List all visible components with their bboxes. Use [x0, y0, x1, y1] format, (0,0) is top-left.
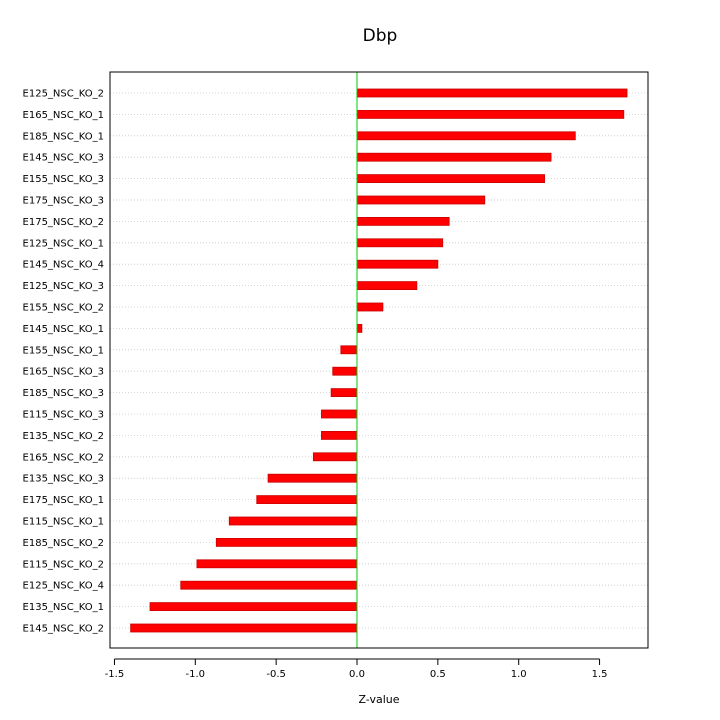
bar	[215, 538, 358, 547]
x-tick-label: -1.5	[105, 669, 125, 680]
category-label: E115_NSC_KO_3	[23, 410, 104, 421]
bar	[196, 559, 358, 569]
category-label: E175_NSC_KO_3	[23, 196, 104, 207]
category-label: E155_NSC_KO_1	[23, 345, 104, 356]
bar	[356, 259, 439, 269]
grid-lines	[110, 92, 648, 629]
category-label: E165_NSC_KO_2	[23, 452, 104, 463]
category-label: E185_NSC_KO_3	[23, 388, 104, 399]
bar	[356, 281, 418, 291]
x-tick-label: 1.0	[511, 669, 527, 680]
bar	[356, 152, 552, 162]
category-label: E175_NSC_KO_2	[23, 217, 104, 228]
x-tick-label: 0.5	[430, 669, 446, 680]
bar	[332, 366, 358, 376]
x-tick-label: 1.5	[592, 669, 608, 680]
category-label: E115_NSC_KO_2	[23, 559, 104, 570]
x-axis-title: Z-value	[358, 693, 399, 706]
bar	[356, 131, 576, 141]
category-label: E125_NSC_KO_2	[23, 89, 104, 100]
category-label: E125_NSC_KO_3	[23, 281, 104, 292]
bar	[312, 452, 358, 462]
bars	[130, 88, 628, 633]
bar	[228, 516, 358, 526]
category-labels: E125_NSC_KO_2 E165_NSC_KO_1 E185_NSC_KO_1 E…	[23, 89, 104, 635]
bar	[149, 602, 358, 611]
bar	[321, 409, 358, 419]
x-axis: -1.5 -1.0 -0.5 0.0 0.5 1.0 1.5	[105, 658, 608, 680]
bar	[256, 495, 358, 505]
category-label: E145_NSC_KO_1	[23, 324, 104, 335]
bar	[180, 580, 358, 590]
bar	[267, 473, 358, 483]
category-label: E145_NSC_KO_4	[23, 260, 104, 271]
x-tick-label: -1.0	[186, 669, 206, 680]
category-label: E125_NSC_KO_1	[23, 238, 104, 249]
bar	[356, 323, 363, 333]
category-label: E185_NSC_KO_2	[23, 538, 104, 549]
category-label: E155_NSC_KO_3	[23, 174, 104, 185]
bar	[356, 216, 450, 226]
bar	[356, 195, 486, 205]
category-label: E165_NSC_KO_1	[23, 110, 104, 121]
x-tick-label: 0.0	[349, 669, 365, 680]
bar	[340, 345, 358, 355]
category-label: E125_NSC_KO_4	[23, 581, 104, 592]
bar	[356, 238, 444, 248]
category-label: E145_NSC_KO_2	[23, 624, 104, 635]
bar	[330, 388, 358, 398]
bar	[130, 623, 358, 633]
category-label: E155_NSC_KO_2	[23, 303, 104, 314]
plot-frame	[109, 71, 649, 649]
bar	[356, 88, 628, 98]
x-tick-label: -0.5	[266, 669, 286, 680]
bar	[356, 110, 625, 119]
bar	[321, 430, 358, 440]
category-label: E185_NSC_KO_1	[23, 131, 104, 142]
bar	[356, 302, 384, 312]
category-label: E145_NSC_KO_3	[23, 153, 104, 164]
category-label: E165_NSC_KO_3	[23, 367, 104, 378]
chart-title: Dbp	[363, 26, 398, 46]
category-label: E135_NSC_KO_1	[23, 602, 104, 613]
category-label: E135_NSC_KO_3	[23, 474, 104, 485]
category-label: E135_NSC_KO_2	[23, 431, 104, 442]
category-label: E175_NSC_KO_1	[23, 495, 104, 506]
bar	[356, 174, 545, 184]
category-label: E115_NSC_KO_1	[23, 517, 104, 528]
